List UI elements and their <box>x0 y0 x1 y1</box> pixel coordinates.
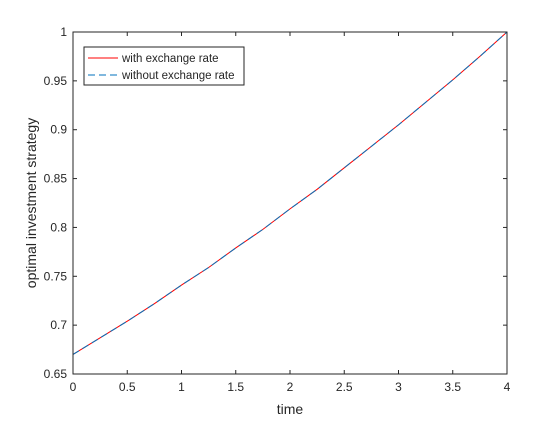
x-tick-label: 3 <box>395 380 402 394</box>
y-tick-label: 0.75 <box>44 269 68 283</box>
x-tick-label: 3.5 <box>444 380 461 394</box>
x-tick-label: 1.5 <box>227 380 244 394</box>
y-tick-label: 0.9 <box>50 123 67 137</box>
y-axis-ticks: 0.65 0.7 0.75 0.8 0.85 0.9 0.95 1 <box>44 25 507 381</box>
y-axis-label: optimal investment strategy <box>23 118 39 288</box>
series-layer <box>72 31 508 355</box>
x-tick-label: 0 <box>70 380 77 394</box>
x-tick-label: 1 <box>178 380 185 394</box>
legend: with exchange rate without exchange rate <box>83 46 245 86</box>
y-tick-label: 1 <box>60 25 67 39</box>
legend-label-without-exchange-rate: without exchange rate <box>121 70 235 82</box>
legend-box <box>83 46 245 86</box>
legend-label-with-exchange-rate: with exchange rate <box>121 53 219 65</box>
series-line-without-exchange-rate <box>72 31 508 355</box>
plot-area <box>73 32 507 374</box>
x-tick-label: 0.5 <box>119 380 136 394</box>
y-tick-label: 0.8 <box>50 220 67 234</box>
x-tick-label: 4 <box>504 380 511 394</box>
x-axis-label: time <box>277 401 304 417</box>
x-tick-label: 2.5 <box>336 380 353 394</box>
y-tick-label: 0.95 <box>44 74 68 88</box>
x-axis-ticks: 0 0.5 1 1.5 2 2.5 3 3.5 4 <box>70 32 511 394</box>
y-tick-label: 0.65 <box>44 367 68 381</box>
y-tick-label: 0.85 <box>44 172 68 186</box>
x-tick-label: 2 <box>287 380 294 394</box>
y-tick-label: 0.7 <box>50 318 67 332</box>
